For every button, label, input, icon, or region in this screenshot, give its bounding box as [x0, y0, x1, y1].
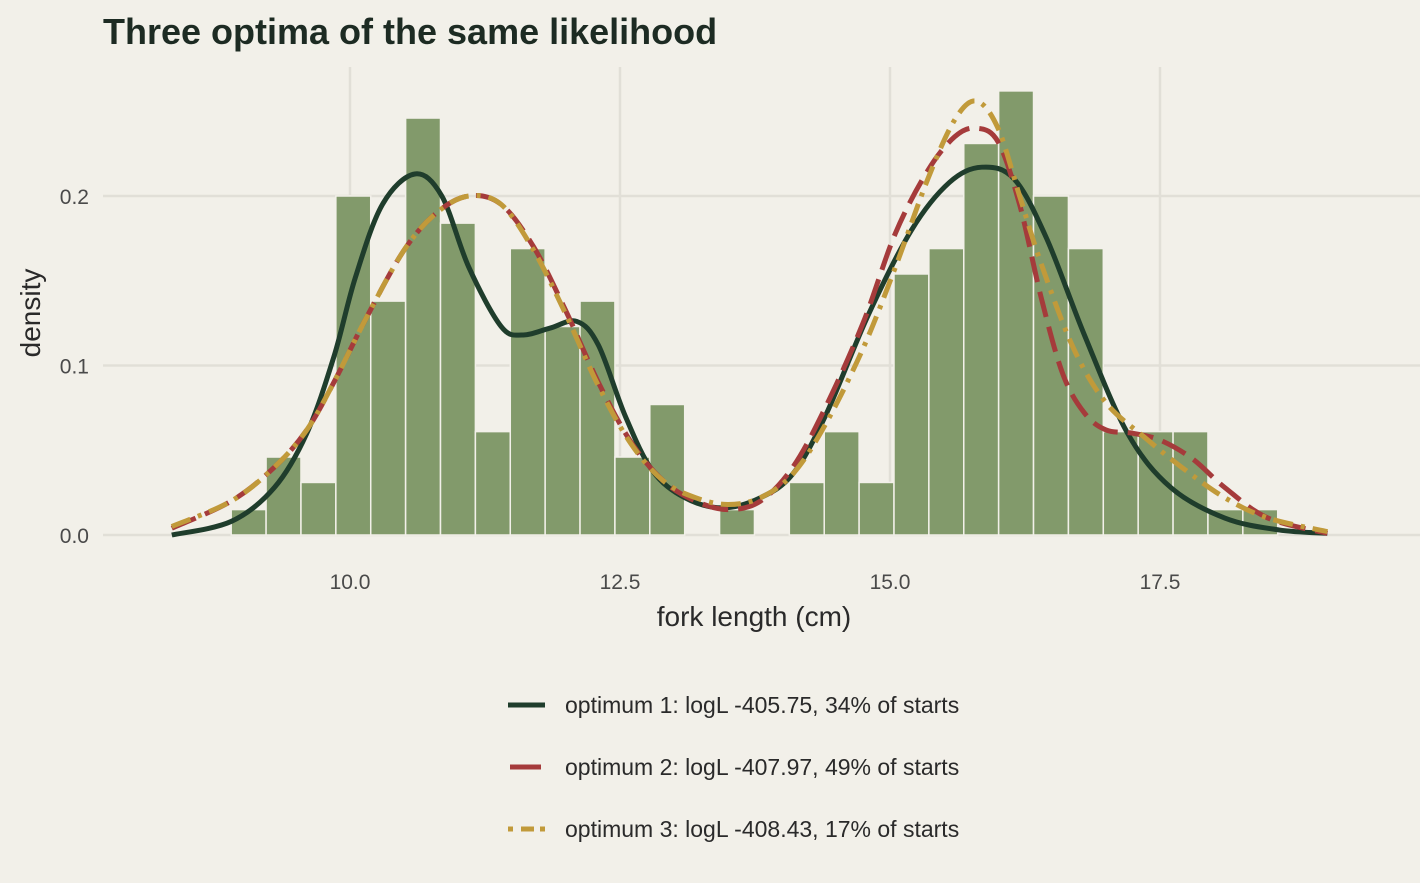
legend-item-optimum-3: optimum 3: logL -408.43, 17% of starts: [508, 816, 959, 842]
histogram-bar: [300, 481, 337, 536]
y-axis-title: density: [15, 269, 46, 358]
histogram-bar: [718, 508, 756, 536]
histogram-bar: [788, 481, 825, 536]
y-tick-label: 0.1: [60, 356, 89, 379]
chart-title: Three optima of the same likelihood: [103, 11, 717, 52]
legend: optimum 1: logL -405.75, 34% of starts op…: [508, 692, 959, 842]
histogram-bar: [509, 247, 546, 536]
histogram-bar: [823, 430, 860, 536]
histogram-bar: [1067, 247, 1105, 536]
x-tick-label: 10.0: [330, 571, 371, 594]
histogram-bar: [544, 325, 581, 536]
y-tick-label: 0.0: [60, 525, 89, 548]
histogram-bar: [404, 117, 442, 536]
y-axis-ticks: 0.0 0.1 0.2: [60, 186, 89, 548]
legend-item-optimum-1: optimum 1: logL -405.75, 34% of starts: [508, 692, 959, 718]
histogram-bar: [474, 430, 512, 536]
legend-label: optimum 3: logL -408.43, 17% of starts: [565, 816, 959, 842]
histogram-bar: [928, 247, 965, 536]
density-curves: [170, 98, 1329, 538]
histogram-bar: [579, 300, 616, 536]
legend-label: optimum 1: logL -405.75, 34% of starts: [565, 692, 959, 718]
legend-item-optimum-2: optimum 2: logL -407.97, 49% of starts: [510, 754, 959, 780]
histogram-bar: [439, 222, 477, 536]
x-tick-label: 12.5: [600, 571, 641, 594]
x-axis-ticks: 10.0 12.5 15.0 17.5: [330, 571, 1181, 594]
x-tick-label: 17.5: [1140, 571, 1181, 594]
histogram-bar: [858, 481, 895, 536]
histogram-bar: [1102, 430, 1139, 536]
histogram-bar: [893, 273, 930, 536]
histogram-bar: [997, 90, 1035, 536]
x-tick-label: 15.0: [870, 571, 911, 594]
histogram-bar: [614, 456, 651, 536]
histogram-bar: [369, 300, 407, 536]
x-axis-title: fork length (cm): [657, 601, 852, 632]
histogram-bar: [963, 142, 1000, 536]
optimum-3-curve: [170, 98, 1328, 535]
legend-label: optimum 2: logL -407.97, 49% of starts: [565, 754, 959, 780]
histogram-bars: [230, 90, 1279, 536]
y-tick-label: 0.2: [60, 186, 89, 209]
